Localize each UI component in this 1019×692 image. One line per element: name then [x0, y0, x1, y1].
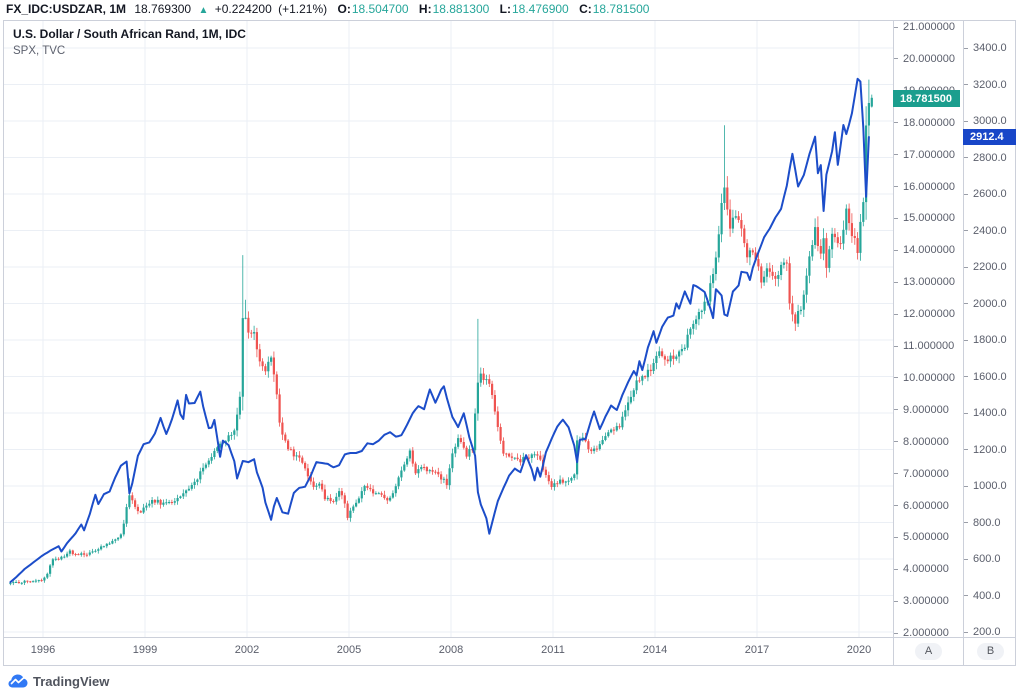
- time-axis-year-label: 2005: [336, 644, 362, 656]
- tradingview-logo-icon: [8, 674, 28, 688]
- axis-tick-label: 21.000000: [894, 21, 955, 34]
- axis-tick-label: 800.0: [964, 516, 1001, 529]
- time-axis-year-label: 1996: [30, 644, 56, 656]
- high-label: H:: [418, 2, 432, 16]
- axis-tick-label: 2200.0: [964, 261, 1007, 274]
- axis-tick-label: 20.000000: [894, 52, 955, 65]
- axis-tick-label: 600.0: [964, 553, 1001, 566]
- axis-tick-label: 8.000000: [894, 435, 949, 448]
- close-label: C:: [579, 2, 592, 16]
- axis-tick-label: 10.000000: [894, 371, 955, 384]
- low-value: 18.476900: [511, 2, 569, 16]
- time-axis-year-label: 2002: [234, 644, 260, 656]
- axis-tick-label: 9.000000: [894, 403, 949, 416]
- axis-tick-label: 3000.0: [964, 115, 1007, 128]
- last-price-label-usdzar: 18.781500: [893, 90, 960, 107]
- axis-tick-label: 15.000000: [894, 212, 955, 225]
- price-change-percent: (+1.21%): [278, 2, 328, 16]
- close-value: 18.781500: [592, 2, 650, 16]
- axis-tick-label: 1000.0: [964, 480, 1007, 493]
- last-price: 18.769300: [134, 2, 192, 16]
- price-up-arrow-icon: ▲: [198, 5, 209, 16]
- spx-scale-separator: [963, 20, 964, 666]
- symbol-interval[interactable]: 1M: [109, 2, 127, 16]
- price-change: +0.224200: [214, 2, 272, 16]
- frame-bottom-border: [3, 665, 1016, 666]
- time-axis[interactable]: 1996 1999 2002 2005 2008 2011 2014 2017 2020: [3, 638, 893, 665]
- axis-tick-label: 200.0: [964, 626, 1001, 637]
- chart-legend: U.S. Dollar / South African Rand, 1M, ID…: [13, 27, 246, 59]
- usdzar-scale-separator: [893, 20, 894, 666]
- axis-tick-label: 2.000000: [894, 627, 949, 637]
- axis-tick-label: 2000.0: [964, 297, 1007, 310]
- price-scale-a-button[interactable]: A: [915, 643, 942, 660]
- axis-tick-label: 13.000000: [894, 276, 955, 289]
- time-axis-separator: [3, 637, 1016, 638]
- time-axis-year-label: 2020: [846, 644, 872, 656]
- symbol-name[interactable]: FX_IDC:USDZAR,: [6, 2, 107, 16]
- axis-tick-label: 16.000000: [894, 180, 955, 193]
- legend-main-series[interactable]: U.S. Dollar / South African Rand, 1M, ID…: [13, 27, 246, 41]
- frame-right-border: [1015, 20, 1016, 666]
- legend-overlay-series[interactable]: SPX, TVC: [13, 45, 66, 57]
- symbol-info-bar: FX_IDC:USDZAR, 1M 18.769300 ▲ +0.224200 …: [6, 1, 649, 18]
- open-value: 18.504700: [351, 2, 409, 16]
- frame-left-border: [3, 20, 4, 666]
- axis-tick-label: 5.000000: [894, 531, 949, 544]
- axis-tick-label: 2400.0: [964, 224, 1007, 237]
- time-axis-year-label: 2017: [744, 644, 770, 656]
- low-label: L:: [499, 2, 511, 16]
- open-label: O:: [337, 2, 351, 16]
- time-axis-year-label: 2011: [541, 644, 565, 656]
- axis-tick-label: 1400.0: [964, 407, 1007, 420]
- axis-tick-label: 6.000000: [894, 499, 949, 512]
- price-scale-usdzar[interactable]: 21.00000020.00000019.00000018.00000017.0…: [894, 20, 963, 637]
- frame-top-border: [3, 20, 1016, 21]
- axis-tick-label: 7.000000: [894, 467, 949, 480]
- axis-tick-label: 400.0: [964, 589, 1001, 602]
- axis-tick-label: 2800.0: [964, 151, 1007, 164]
- axis-tick-label: 11.000000: [894, 340, 954, 353]
- axis-tick-label: 1200.0: [964, 443, 1007, 456]
- axis-tick-label: 1800.0: [964, 334, 1007, 347]
- axis-tick-label: 1600.0: [964, 370, 1007, 383]
- time-axis-year-label: 2008: [438, 644, 464, 656]
- price-chart-canvas[interactable]: [3, 20, 893, 637]
- time-axis-year-label: 2014: [642, 644, 668, 656]
- price-scale-spx[interactable]: 3400.0 3200.0 3000.0 2800.0 2600.0 2400.0 2200…: [964, 20, 1016, 637]
- price-scale-b-button[interactable]: B: [977, 643, 1004, 660]
- axis-tick-label: 3400.0: [964, 42, 1007, 55]
- last-price-label-spx: 2912.4: [963, 129, 1016, 145]
- axis-tick-label: 3200.0: [964, 78, 1007, 91]
- axis-tick-label: 4.000000: [894, 563, 949, 576]
- axis-tick-label: 3.000000: [894, 595, 949, 608]
- time-axis-year-label: 1999: [132, 644, 158, 656]
- high-value: 18.881300: [432, 2, 490, 16]
- axis-tick-label: 17.000000: [894, 148, 955, 161]
- axis-tick-label: 14.000000: [894, 244, 955, 257]
- axis-tick-label: 18.000000: [894, 116, 955, 129]
- axis-tick-label: 2600.0: [964, 188, 1007, 201]
- tradingview-brand-text: TradingView: [33, 673, 110, 689]
- tradingview-attribution[interactable]: TradingView: [8, 672, 109, 690]
- axis-tick-label: 12.000000: [894, 308, 955, 321]
